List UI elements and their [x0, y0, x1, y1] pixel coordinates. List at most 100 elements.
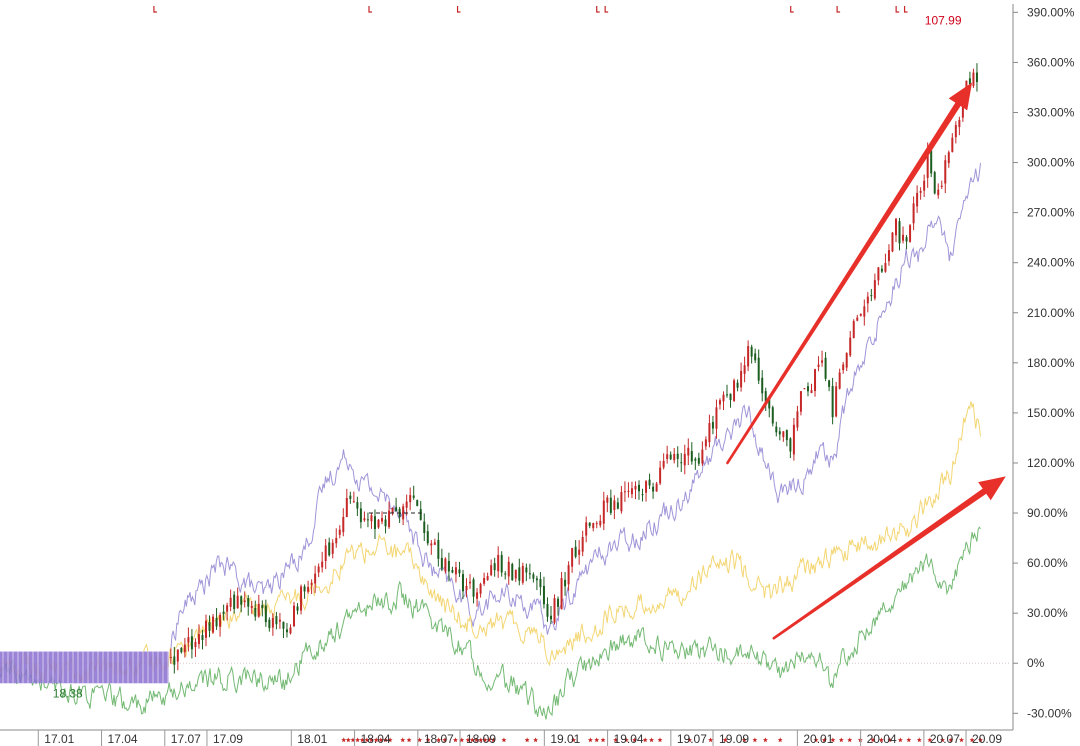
signal-star — [341, 737, 347, 743]
x-tick-label: 19.09 — [719, 732, 749, 746]
candle-body — [465, 585, 468, 591]
candle-body — [683, 453, 686, 466]
candle-body — [194, 641, 197, 648]
x-tick-label: 17.04 — [108, 732, 138, 746]
candle-body — [673, 453, 676, 461]
candle-body — [701, 449, 704, 464]
candle-body — [352, 501, 355, 503]
signal-star — [649, 737, 654, 743]
candle-body — [599, 520, 602, 526]
candle-body — [954, 124, 957, 138]
signal-star — [486, 737, 492, 743]
candle-body — [342, 516, 345, 533]
candle-body — [609, 497, 612, 513]
signal-star — [345, 737, 351, 743]
candle-body — [810, 390, 813, 394]
candle-body — [676, 453, 679, 459]
candle-body — [743, 365, 746, 374]
candle-body — [293, 605, 296, 627]
y-tick-label: -30.00% — [1027, 706, 1072, 720]
candle-body — [416, 500, 419, 506]
candle-body — [271, 617, 274, 628]
candle-body — [680, 462, 683, 464]
candle-body — [754, 353, 757, 361]
candle-body — [891, 232, 894, 252]
candle-body — [190, 636, 193, 650]
annotation-label: 18.38 — [53, 686, 83, 700]
signal-star — [948, 737, 954, 743]
candle-body — [261, 604, 264, 609]
candle-body — [592, 523, 595, 529]
signal-star — [813, 737, 819, 743]
candle-body — [958, 119, 961, 128]
x-tick-label: 18.04 — [361, 732, 391, 746]
candle-body — [687, 447, 690, 456]
candle-body — [588, 522, 591, 526]
signal-star — [600, 737, 606, 743]
signal-star — [436, 737, 442, 743]
candle-body — [233, 594, 236, 610]
candle-body — [835, 386, 838, 417]
candle-body — [359, 508, 362, 523]
candle-body — [912, 203, 915, 224]
arrow-shaft — [726, 102, 961, 465]
signal-star — [474, 737, 479, 743]
candle-body — [782, 431, 785, 438]
top-signal-marker — [895, 6, 900, 13]
signal-star — [741, 737, 747, 743]
candle-body — [690, 451, 693, 462]
candle-body — [419, 509, 422, 520]
signal-star — [387, 737, 393, 743]
y-tick-label: 300.00% — [1027, 156, 1075, 170]
signal-star — [752, 737, 758, 743]
candle-body — [581, 537, 584, 552]
candle-body — [806, 386, 809, 392]
trend-arrow-2 — [772, 476, 1006, 640]
candle-body — [426, 531, 429, 544]
candle-body — [606, 497, 609, 503]
top-signal-marker — [903, 6, 908, 13]
signal-star — [364, 737, 370, 743]
y-axis: -30.00% 0% 30.00% 60.00% 90.00% 120.00% 150.00… — [1012, 4, 1075, 730]
y-tick-label: 390.00% — [1027, 5, 1075, 19]
candle-body — [222, 611, 225, 615]
x-tick-label: 20.09 — [972, 732, 1002, 746]
signal-star — [425, 737, 431, 743]
candle-body — [968, 78, 971, 85]
annotations: 107.99 18.38 — [53, 14, 962, 701]
series-line-1 — [170, 162, 981, 651]
signal-star — [830, 737, 836, 743]
candle-body — [726, 394, 729, 396]
candle-body — [831, 386, 834, 418]
candle-body — [553, 598, 556, 623]
candle-body — [451, 569, 454, 573]
candle-body — [307, 586, 310, 592]
candle-body — [472, 579, 475, 597]
candle-body — [338, 529, 341, 535]
candle-body — [845, 353, 848, 368]
candle-body — [567, 565, 570, 585]
signal-star — [378, 737, 384, 743]
signal-star — [838, 737, 844, 743]
candle-body — [437, 539, 440, 559]
candle-body — [634, 485, 637, 490]
candle-body — [659, 467, 662, 484]
signal-star — [469, 737, 475, 743]
signal-star — [959, 737, 964, 743]
signal-star — [482, 737, 488, 743]
candle-body — [652, 486, 655, 492]
candle-body — [940, 185, 943, 187]
candle-body — [247, 598, 250, 607]
candle-body — [947, 152, 950, 164]
candle-body — [226, 605, 229, 612]
candle-body — [282, 621, 285, 629]
candle-body — [454, 567, 457, 575]
candle-body — [898, 221, 901, 244]
candle-body — [919, 190, 922, 193]
candle-body — [923, 180, 926, 191]
arrow-shaft — [772, 488, 987, 640]
candle-body — [916, 192, 919, 207]
candle-body — [479, 584, 482, 594]
x-tick-label: 20.07 — [930, 732, 960, 746]
candle-body — [331, 542, 334, 554]
